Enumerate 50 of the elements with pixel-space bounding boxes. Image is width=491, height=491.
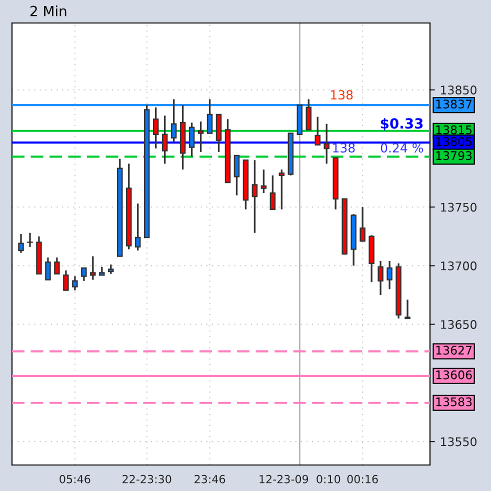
x-tick-label: 05:46 <box>60 474 90 484</box>
x-tick-label: 22-23:30 <box>122 474 172 484</box>
candlestick <box>306 98 312 131</box>
x-tick-label: 00:16 <box>347 474 378 484</box>
y-tick-label: 13850 <box>441 86 476 94</box>
candlestick <box>386 260 392 290</box>
candlestick <box>45 256 51 281</box>
candlestick <box>54 256 60 275</box>
ref-line-label: 13815 <box>436 125 472 134</box>
candlestick <box>81 267 87 282</box>
candlestick <box>18 233 24 254</box>
y-tick-label: 13650 <box>441 320 476 329</box>
annotation: 0.24 % <box>380 143 424 153</box>
candlestick <box>162 114 168 165</box>
ref-line-label: 13793 <box>436 151 472 160</box>
candlestick <box>27 232 33 248</box>
ref-line-label: 13583 <box>436 397 472 406</box>
y-tick-label: 13750 <box>441 202 476 212</box>
candlestick <box>108 264 114 275</box>
ref-line-label: 13606 <box>436 370 472 380</box>
candlestick <box>72 275 78 292</box>
candlestick <box>270 174 276 210</box>
annotation: 138 <box>331 90 353 100</box>
y-tick-label: 13700 <box>441 261 476 270</box>
candlestick <box>234 154 240 196</box>
candlestick <box>260 168 267 194</box>
candlestick <box>324 122 330 165</box>
candlestick <box>206 98 213 134</box>
candlestick <box>198 120 204 153</box>
candlestick <box>252 159 258 234</box>
y-tick-label: 13550 <box>441 437 476 446</box>
chart-title: 2 Min <box>30 6 66 16</box>
ref-line-label: 13627 <box>436 346 472 355</box>
x-tick-label: 12-23-09 0:10 <box>260 474 340 484</box>
candlestick <box>170 98 177 142</box>
candlestick <box>152 106 159 150</box>
ref-line-label: 13805 <box>436 137 472 146</box>
candlestick <box>278 168 285 210</box>
candlestick <box>314 116 321 146</box>
candlestick <box>134 202 141 252</box>
candlestick <box>404 298 410 320</box>
ref-line-label: 13837 <box>436 100 472 108</box>
annotation: $0.33 <box>380 118 423 131</box>
x-tick-label: 23:46 <box>194 474 226 484</box>
annotation: 138 <box>333 143 355 153</box>
candlestick <box>360 206 366 242</box>
candlestick <box>188 122 195 158</box>
candlestick <box>90 255 96 281</box>
candlestick <box>378 260 384 296</box>
candlestick <box>63 270 69 292</box>
